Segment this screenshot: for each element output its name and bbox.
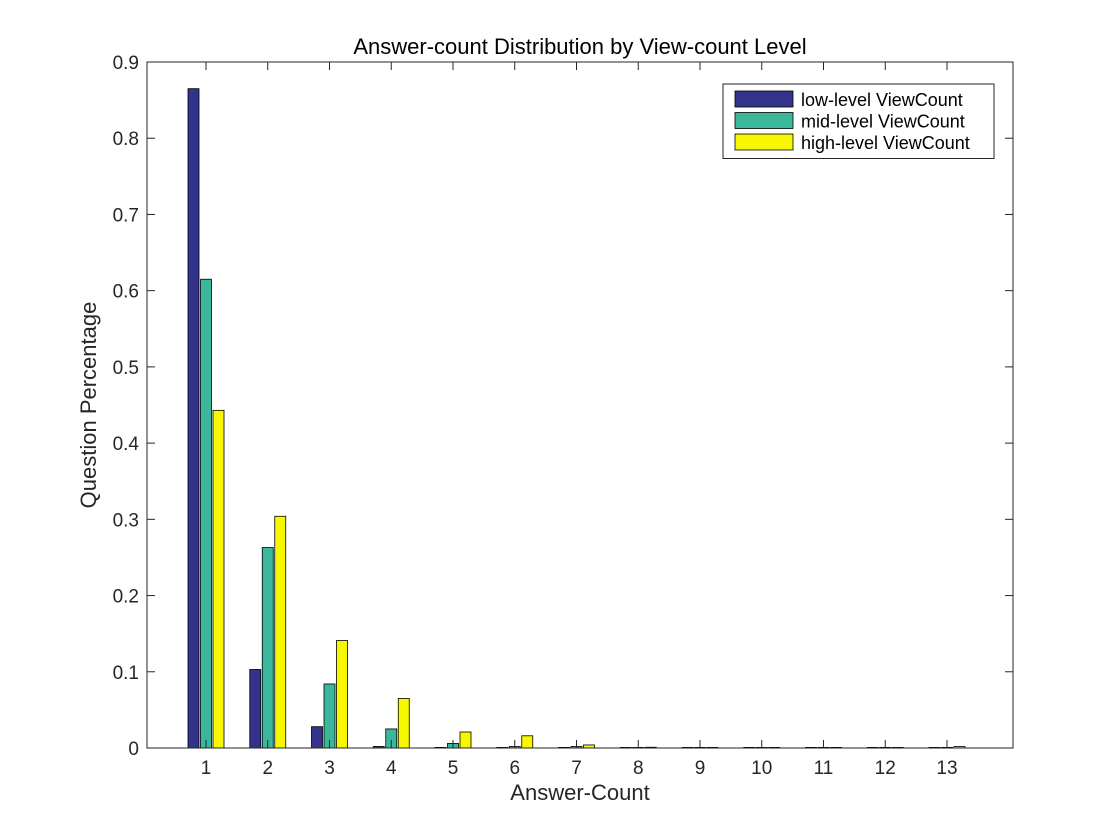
x-tick-label: 1 (201, 758, 212, 779)
y-axis-label: Question Percentage (76, 302, 101, 509)
bar-series-2-category-2 (261, 547, 274, 749)
y-tick-label: 0.6 (113, 282, 139, 303)
x-tick-label: 2 (262, 758, 273, 779)
legend-label-2: mid-level ViewCount (801, 112, 965, 132)
bar-series-3-category-4 (397, 698, 410, 749)
y-tick-label: 0.9 (113, 53, 139, 74)
x-tick-label: 11 (814, 758, 834, 779)
y-tick-label: 0.8 (113, 129, 139, 150)
y-tick-label: 0 (128, 739, 139, 760)
legend-label-3: high-level ViewCount (801, 133, 970, 153)
bar-series-3-category-3 (336, 640, 348, 749)
bar-series-3-category-6 (521, 735, 534, 749)
bar-series-1-category-3 (311, 726, 323, 749)
y-tick-label: 0.5 (113, 358, 139, 379)
x-tick-label: 9 (695, 758, 706, 779)
x-tick-label: 8 (633, 758, 644, 779)
x-tick-label: 7 (571, 758, 582, 779)
legend-label-1: low-level ViewCount (801, 90, 963, 110)
y-tick-label: 0.1 (113, 663, 139, 684)
bar-series-1-category-2 (249, 669, 262, 749)
x-tick-label: 13 (936, 758, 957, 779)
y-tick-label: 0.4 (113, 434, 140, 455)
x-tick-label: 5 (448, 758, 459, 779)
bar-series-1-category-1 (187, 88, 200, 749)
bar-series-3-category-1 (212, 409, 225, 749)
bar-series-2-category-3 (323, 683, 336, 749)
x-tick-label: 10 (751, 758, 772, 779)
axes-layer: 00.10.20.30.40.50.60.70.80.91 2 3 4 5 6 7 8 9 10 1… (113, 53, 1013, 779)
x-tick-label: 3 (324, 758, 335, 779)
x-axis-label: Answer-Count (510, 780, 649, 805)
bar-series-3-category-5 (459, 731, 472, 749)
y-tick-label: 0.3 (113, 510, 139, 531)
x-tick-label: 4 (386, 758, 397, 779)
bar-series-3-category-2 (274, 515, 287, 749)
bar-series-2-category-1 (200, 278, 212, 749)
y-tick-label: 0.2 (113, 587, 139, 608)
plot-area-frame (146, 61, 1014, 749)
legend-swatch-3 (734, 133, 794, 151)
legend-swatch-1 (734, 90, 794, 108)
chart-title: Answer-count Distribution by View-count … (353, 34, 806, 59)
x-tick-label: 6 (509, 758, 520, 779)
x-tick-label: 12 (875, 758, 896, 779)
legend-swatch-2 (734, 112, 794, 129)
y-tick-label: 0.7 (113, 205, 139, 226)
